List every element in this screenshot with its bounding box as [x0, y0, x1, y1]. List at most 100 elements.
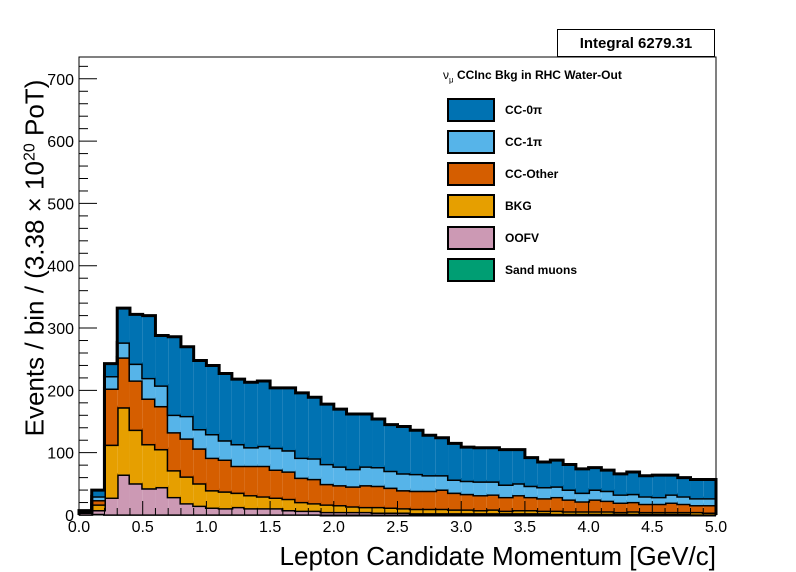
bar-oofv-18: [308, 510, 322, 515]
legend-label-cc1pi: CC-1π: [505, 135, 543, 149]
bar-cc-other-43: [626, 501, 640, 512]
bar-cc-0-9: [193, 360, 207, 430]
legend-label-sand-muons: Sand muons: [505, 263, 578, 277]
bar-cc-0-42: [614, 473, 627, 495]
bar-cc-1-23: [372, 467, 385, 486]
bar-cc-0-8: [180, 346, 194, 416]
bar-cc-1-36: [537, 486, 551, 499]
bar-cc-0-17: [295, 392, 309, 458]
bar-bkg-17: [295, 501, 309, 511]
bar-cc-0-24: [384, 424, 398, 471]
bar-cc-0-32: [486, 447, 500, 482]
bar-cc-other-29: [448, 492, 462, 510]
bar-cc-other-6: [155, 405, 169, 449]
bar-cc-0-20: [333, 409, 347, 467]
bar-cc-1-14: [257, 445, 271, 466]
bar-oofv-1: [91, 510, 105, 514]
bar-oofv-8: [180, 503, 194, 515]
bar-cc-1-18: [308, 458, 322, 479]
bar-cc-other-5: [142, 398, 156, 444]
bar-oofv-7: [168, 496, 181, 515]
bar-cc-1-10: [206, 433, 220, 458]
bar-cc-1-41: [601, 490, 615, 501]
bar-cc-0-44: [639, 475, 653, 497]
bar-cc-other-1: [91, 500, 105, 505]
legend-swatch-ccother: [447, 162, 495, 186]
bar-cc-1-16: [282, 450, 296, 472]
bar-cc-1-15: [270, 447, 283, 470]
bar-cc-other-40: [588, 499, 602, 512]
bar-cc-other-8: [180, 438, 194, 477]
y-tick-label: 200: [47, 383, 74, 400]
bar-cc-other-23: [372, 485, 385, 507]
bar-cc-1-33: [499, 484, 513, 497]
y-axis-label-exponent: 20: [21, 143, 39, 162]
legend-title-mu: μ: [449, 75, 454, 85]
bar-cc-0-12: [231, 379, 245, 444]
bar-bkg-22: [359, 506, 373, 512]
bar-cc-0-46: [665, 475, 678, 495]
bar-bkg-28: [435, 508, 449, 514]
bar-cc-0-45: [652, 475, 666, 497]
bar-cc-other-49: [703, 505, 716, 513]
bar-cc-0-40: [588, 467, 602, 490]
bar-cc-1-8: [180, 415, 194, 439]
bar-cc-1-39: [575, 492, 589, 502]
bar-cc-0-47: [677, 477, 691, 497]
bar-cc-1-2: [104, 376, 118, 389]
bar-cc-1-22: [359, 466, 373, 486]
bar-cc-other-19: [321, 483, 334, 505]
bar-cc-other-14: [257, 465, 271, 497]
bar-cc-other-38: [563, 499, 576, 512]
x-tick-label: 0.0: [68, 519, 90, 536]
bar-cc-other-48: [690, 505, 704, 512]
legend-title-text: CCInc Bkg in RHC Water-Out: [453, 68, 622, 82]
series-cc-0: [77, 306, 718, 515]
legend-title-nu: ν: [443, 68, 449, 82]
y-tick-label: 500: [47, 196, 74, 213]
bar-cc-1-29: [448, 479, 462, 493]
y-tick-label: 300: [47, 321, 74, 338]
x-axis-label: Lepton Candidate Momentum [GeV/c]: [279, 541, 716, 571]
outline-cc-0: [77, 306, 718, 515]
bar-bkg-10: [206, 490, 220, 508]
bar-bkg-25: [397, 508, 411, 513]
bar-cc-0-27: [422, 435, 436, 476]
bar-cc-0-26: [410, 430, 423, 474]
bar-oofv-15: [270, 508, 283, 515]
bar-cc-0-33: [499, 449, 513, 485]
bar-cc-1-34: [512, 483, 525, 496]
bar-cc-1-6: [155, 385, 169, 406]
bar-cc-other-27: [422, 490, 436, 509]
bar-cc-other-31: [473, 495, 487, 511]
bar-cc-1-46: [665, 494, 678, 503]
bar-cc-1-4: [129, 363, 143, 381]
bar-oofv-2: [104, 497, 118, 515]
bar-cc-1-49: [703, 498, 716, 506]
bar-cc-other-4: [129, 380, 143, 430]
axes: 0.0 0.5 1.0 1.5 2.0 2.5 3.0 3.5 4.0 4.5 5.0 0 100 200…: [47, 56, 727, 536]
bar-cc-1-24: [384, 470, 398, 488]
bar-cc-other-39: [575, 501, 589, 512]
bar-cc-1-47: [677, 496, 691, 504]
bar-cc-1-30: [461, 480, 474, 494]
y-tick-label: 100: [47, 446, 74, 463]
bar-cc-other-45: [652, 503, 666, 512]
bar-bkg-12: [231, 492, 245, 507]
bar-oofv-20: [333, 511, 347, 515]
bar-bkg-31: [473, 510, 487, 514]
bar-bkg-26: [410, 508, 423, 514]
y-tick-label: 700: [47, 72, 74, 89]
x-tick-label: 1.0: [195, 519, 217, 536]
bar-bkg-3: [117, 407, 130, 475]
bar-cc-0-31: [473, 447, 487, 482]
bar-cc-1-1: [91, 496, 105, 501]
bar-bkg-4: [129, 429, 143, 484]
bar-oofv-3: [117, 474, 130, 515]
bar-oofv-19: [321, 511, 334, 515]
bar-cc-other-35: [524, 496, 538, 511]
x-tick-label: 1.5: [259, 519, 281, 536]
bar-bkg-27: [422, 508, 436, 514]
integral-stat-box: Integral 6279.31: [557, 29, 715, 57]
bar-cc-0-3: [117, 308, 130, 343]
